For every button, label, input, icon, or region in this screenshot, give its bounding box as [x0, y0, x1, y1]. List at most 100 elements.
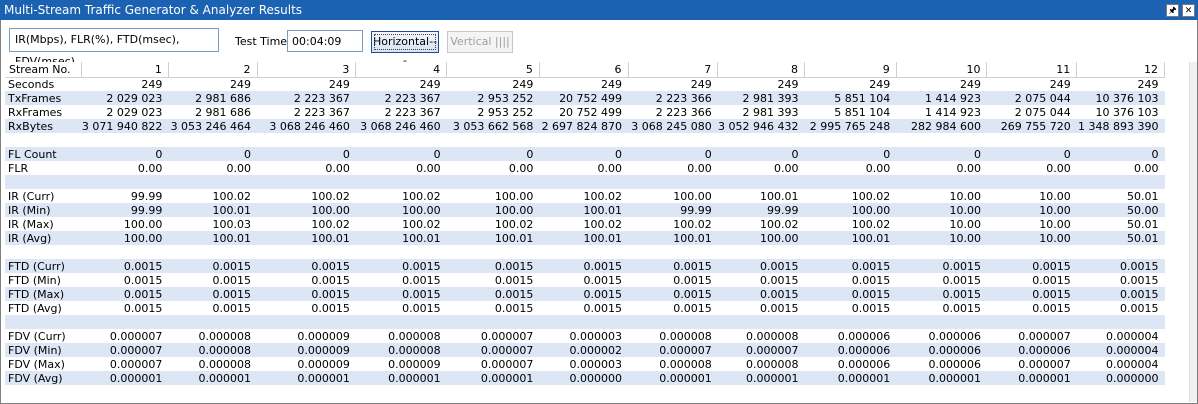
- table-cell: 0.00: [687, 161, 712, 175]
- results-grid: Stream No. 1 2 3 4 5 6 7 8 9 10 11 12 Seconds 249 249 2…: [0, 62, 1198, 404]
- table-cell: 0.0015: [942, 301, 981, 315]
- table-cell: [987, 245, 1077, 259]
- column-header-stream-3[interactable]: 3: [257, 62, 357, 78]
- table-cell: 0: [804, 147, 897, 161]
- column-header-stream-2[interactable]: 2: [168, 62, 258, 78]
- table-cell: 0.00: [226, 161, 252, 175]
- table-cell: 0.0015: [494, 301, 534, 315]
- table-cell: 0.000004: [1106, 329, 1159, 343]
- column-header-stream-11[interactable]: 11: [986, 62, 1078, 78]
- table-cell: 0.000003: [569, 329, 623, 343]
- table-cell: 0.0015: [123, 273, 163, 287]
- table-cell: 2 223 366: [628, 91, 718, 105]
- table-row: [5, 245, 1165, 259]
- column-header-stream-7[interactable]: 7: [628, 62, 719, 78]
- row-label: FL Count: [5, 147, 82, 161]
- column-header-stream-4[interactable]: 4: [355, 62, 448, 78]
- table-cell: 0.00: [508, 161, 534, 175]
- title-bar: Multi-Stream Traffic Generator & Analyze…: [0, 0, 1198, 20]
- horizontal-button[interactable]: Horizontal---: [371, 31, 439, 67]
- vertical-scrollbar[interactable]: [1189, 62, 1197, 402]
- row-label: FDV (Curr): [8, 329, 66, 343]
- table-cell: 0: [717, 147, 805, 161]
- table-cell: 249: [690, 77, 712, 91]
- table-cell: [446, 315, 540, 329]
- table-cell: 0.0015: [717, 287, 805, 301]
- table-cell: 99.99: [628, 203, 718, 217]
- table-cell: 2 223 367: [257, 91, 356, 105]
- table-cell: 0: [446, 147, 540, 161]
- table-cell: 0: [628, 147, 718, 161]
- table-cell: 249: [328, 77, 350, 91]
- table-cell: 0.000006: [928, 329, 981, 343]
- table-cell: 0.000007: [717, 343, 805, 357]
- table-cell: 100.02: [583, 217, 623, 231]
- table-cell: 0: [1076, 147, 1165, 161]
- table-row: FTD (Min) 0.0015 0.0015 0.0015 0.0015 0.0015 0…: [5, 273, 1165, 287]
- table-cell: [896, 315, 987, 329]
- table-row: IR (Min) 99.99 100.01 100.00 100.00 100.00 100…: [5, 203, 1165, 217]
- table-cell: 10.00: [1039, 217, 1071, 231]
- table-cell: 2 697 824 870: [539, 119, 629, 133]
- table-cell: 0.000007: [480, 357, 534, 371]
- table-cell: 0.0015: [402, 273, 441, 287]
- table-cell: 0.0015: [1120, 301, 1159, 315]
- column-header-stream-1[interactable]: 1: [81, 62, 169, 78]
- vertical-button[interactable]: Vertical ||||: [447, 31, 513, 53]
- table-cell: [539, 133, 628, 147]
- table-cell: 100.01: [168, 203, 258, 217]
- table-cell: 2 075 044: [986, 91, 1077, 105]
- table-cell: 3 068 245 080: [628, 119, 718, 133]
- table-cell: [986, 175, 1077, 189]
- table-cell: 2 953 252: [477, 105, 534, 119]
- table-cell: 100.02: [402, 217, 441, 231]
- table-cell: 0.0015: [311, 273, 350, 287]
- pin-icon[interactable]: 🖈: [1166, 3, 1179, 17]
- row-label: [5, 245, 82, 259]
- table-cell: 0.0015: [583, 273, 623, 287]
- table-cell: 99.99: [81, 203, 169, 217]
- table-cell: 0.0015: [896, 259, 987, 273]
- table-cell: 100.01: [355, 231, 447, 245]
- table-cell: [718, 245, 805, 259]
- table-cell: [896, 175, 987, 189]
- table-cell: 0.0015: [257, 287, 356, 301]
- table-cell: 0.0015: [986, 259, 1077, 273]
- test-time-field[interactable]: [287, 30, 363, 52]
- table-cell: [356, 245, 447, 259]
- close-icon[interactable]: ✕: [1182, 3, 1195, 17]
- table-cell: 0.0015: [851, 301, 891, 315]
- table-cell: 0.000007: [628, 343, 718, 357]
- column-header-stream-6[interactable]: 6: [539, 62, 629, 78]
- table-cell: 20 752 499: [559, 105, 623, 119]
- column-header-stream-12[interactable]: 12: [1076, 62, 1165, 78]
- table-cell: 249: [1049, 77, 1071, 91]
- table-cell: 0.0015: [311, 301, 350, 315]
- table-cell: 249: [419, 77, 441, 91]
- table-cell: 100.03: [212, 217, 252, 231]
- table-cell: 0.0015: [123, 301, 163, 315]
- table-cell: 0.0015: [673, 301, 712, 315]
- table-cell: 282 984 600: [896, 119, 987, 133]
- table-cell: 0.0015: [628, 259, 718, 273]
- column-header-stream-no[interactable]: Stream No.: [5, 62, 83, 78]
- table-cell: 1 414 923: [896, 91, 987, 105]
- table-cell: 0.0015: [402, 301, 441, 315]
- table-cell: 0.0015: [851, 273, 891, 287]
- column-header-stream-8[interactable]: 8: [717, 62, 805, 78]
- column-header-stream-10[interactable]: 10: [896, 62, 988, 78]
- table-cell: 0.0015: [942, 273, 981, 287]
- row-label: FTD (Curr): [5, 259, 82, 273]
- table-cell: 0.0015: [212, 301, 252, 315]
- table-cell: [1077, 133, 1165, 147]
- table-cell: 0.000001: [168, 371, 258, 385]
- table-cell: 99.99: [717, 203, 805, 217]
- table-cell: 100.00: [673, 189, 712, 203]
- column-header-stream-5[interactable]: 5: [446, 62, 540, 78]
- table-cell: [539, 245, 628, 259]
- column-header-stream-9[interactable]: 9: [804, 62, 897, 78]
- table-cell: 269 755 720: [986, 119, 1077, 133]
- table-cell: 2 981 686: [195, 105, 252, 119]
- row-label: FLR: [8, 161, 29, 175]
- row-label: FTD (Avg): [8, 301, 62, 315]
